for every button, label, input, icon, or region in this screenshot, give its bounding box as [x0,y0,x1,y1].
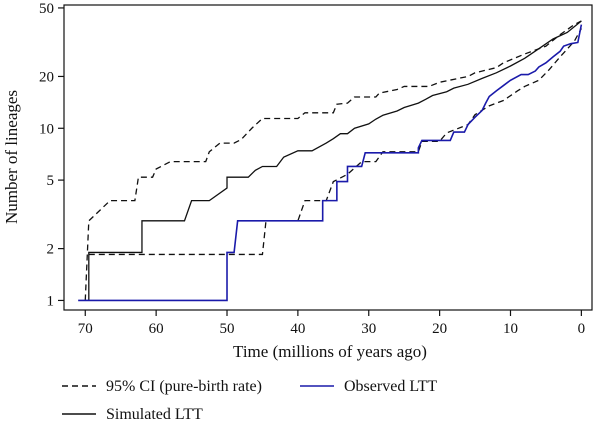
legend: 95% CI (pure-birth rate) Simulated LTT Obs… [62,378,437,423]
y-tick-label: 1 [47,293,55,309]
x-tick-label: 40 [290,321,305,337]
series-line-simulated-ltt [88,20,582,301]
series-line-95-ci-pure-birth-rate [84,20,582,301]
y-ticks: 1 2 5 10 20 50 [39,1,64,309]
x-tick-label: 30 [361,321,376,337]
x-ticks: 70 60 50 40 30 20 10 0 [78,310,585,337]
x-tick-label: 60 [149,321,164,337]
y-tick-label: 10 [39,121,54,137]
legend-label: 95% CI (pure-birth rate) [106,378,262,395]
x-tick-label: 20 [432,321,447,337]
x-tick-label: 0 [578,321,586,337]
legend-label: Simulated LTT [106,406,203,423]
legend-label: Observed LTT [344,378,437,395]
plot-frame [63,4,593,311]
x-axis-title: Time (millions of years ago) [233,342,427,361]
series-layer [78,20,583,302]
series-line-observed-ltt [78,24,583,302]
x-tick-label: 50 [220,321,235,337]
y-axis-title: Number of lineages [2,90,21,224]
y-tick-label: 2 [47,242,55,258]
series-line-95-ci-pure-birth-rate [88,28,582,256]
y-tick-label: 5 [47,173,55,189]
y-tick-label: 50 [39,1,54,17]
x-tick-label: 70 [78,321,93,337]
x-tick-label: 10 [503,321,518,337]
y-tick-label: 20 [39,69,54,85]
